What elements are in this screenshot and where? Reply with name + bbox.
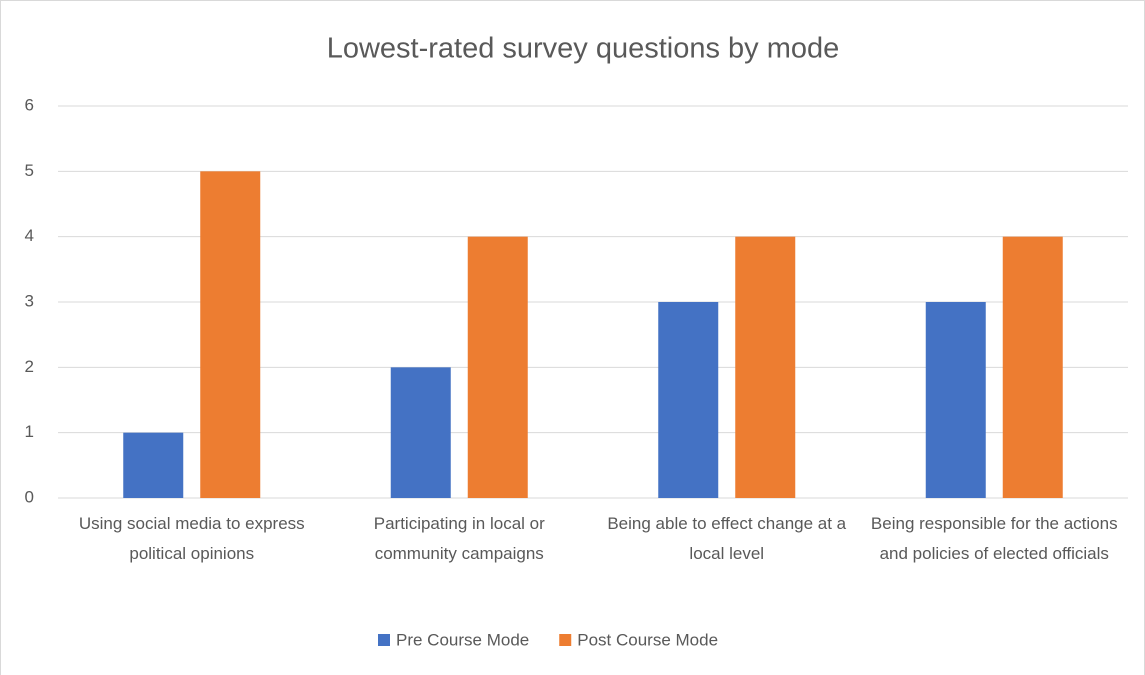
bar bbox=[925, 302, 986, 498]
y-tick-label: 0 bbox=[25, 487, 34, 506]
bar bbox=[390, 367, 451, 498]
bar bbox=[735, 236, 796, 498]
y-tick-label: 2 bbox=[25, 357, 34, 376]
x-tick-label: Participating in local or community campa… bbox=[374, 514, 545, 563]
bar bbox=[200, 171, 261, 499]
legend-swatch bbox=[559, 634, 572, 646]
bar bbox=[1002, 236, 1063, 498]
chart-title: Lowest-rated survey questions by mode bbox=[327, 33, 840, 65]
y-tick-label: 1 bbox=[25, 422, 34, 441]
y-tick-label: 5 bbox=[25, 161, 34, 180]
legend-label: Post Course Mode bbox=[577, 630, 718, 649]
x-tick-label: Being able to effect change at a local le… bbox=[607, 514, 846, 563]
legend-label: Pre Course Mode bbox=[396, 630, 529, 649]
y-tick-label: 6 bbox=[25, 95, 34, 114]
x-tick-label: Being responsible for the actions and pol… bbox=[871, 514, 1118, 563]
bar bbox=[467, 236, 528, 498]
bar bbox=[658, 302, 719, 498]
bar bbox=[123, 432, 184, 498]
y-tick-label: 4 bbox=[25, 226, 34, 245]
legend-swatch bbox=[378, 634, 390, 646]
x-tick-label: Using social media to express political o… bbox=[79, 514, 305, 563]
y-tick-label: 3 bbox=[25, 291, 34, 310]
